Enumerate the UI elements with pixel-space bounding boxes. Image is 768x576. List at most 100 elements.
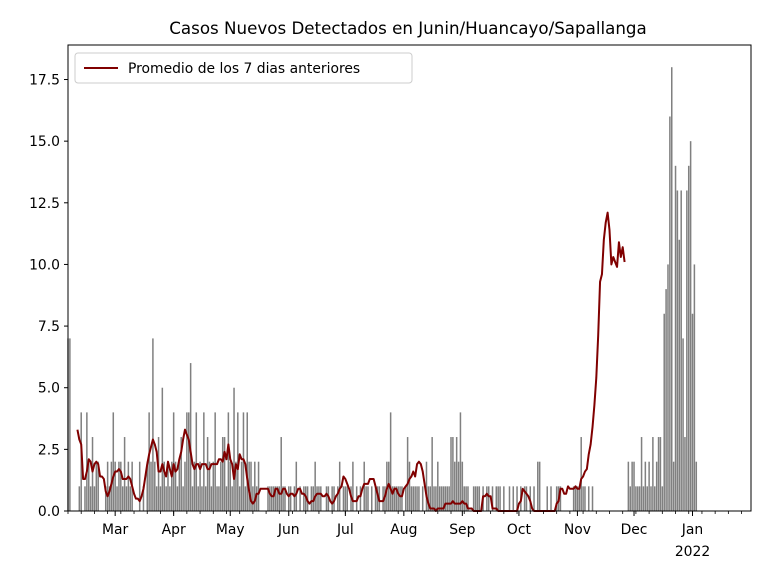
bar [252, 486, 254, 511]
bar [691, 313, 694, 511]
bar [78, 486, 81, 511]
bar [238, 486, 241, 511]
bar [435, 486, 437, 511]
bar [221, 437, 224, 511]
bar [533, 486, 535, 511]
bar [287, 486, 290, 511]
bar [648, 461, 650, 511]
bar [178, 461, 181, 511]
bar [246, 412, 248, 511]
bar [89, 486, 92, 511]
bar [389, 412, 392, 511]
bar [525, 486, 528, 511]
bar [559, 486, 562, 511]
bar [269, 486, 271, 511]
bars-group [67, 67, 698, 511]
bar [121, 486, 124, 511]
bar [665, 289, 667, 511]
bar [640, 437, 643, 511]
bar [274, 486, 277, 511]
bar [629, 486, 631, 511]
bar [555, 486, 558, 511]
bar [184, 461, 186, 511]
bar [112, 412, 115, 511]
bar [165, 486, 167, 511]
bar [448, 486, 450, 511]
bar [150, 461, 152, 511]
y-tick-label: 2.5 [38, 442, 60, 458]
bar [120, 461, 122, 511]
bar [342, 486, 345, 511]
bar [159, 486, 162, 511]
x-axis: Mar Apr May Jun Jul Aug Sep Oct Nov Dec Jan 2022 [67, 511, 742, 560]
bar [172, 412, 175, 511]
bar [508, 486, 511, 511]
bar [154, 461, 156, 511]
bar [667, 264, 669, 511]
bar [108, 486, 111, 511]
bar [146, 461, 148, 511]
bar [410, 486, 413, 511]
bar [476, 486, 479, 511]
bar [684, 437, 686, 511]
bar [440, 486, 443, 511]
bar [197, 486, 199, 511]
bar [429, 486, 432, 511]
bar [416, 486, 418, 511]
bar [314, 461, 316, 511]
bar [293, 486, 296, 511]
bar [491, 486, 494, 511]
bar [537, 461, 539, 511]
bar [572, 486, 575, 511]
bar [229, 461, 232, 511]
line-group [76, 211, 626, 512]
bar [655, 461, 658, 511]
bar [676, 190, 679, 511]
bar [635, 486, 637, 511]
bar [374, 486, 377, 511]
bar [689, 141, 692, 511]
bar [393, 486, 396, 511]
bar [195, 412, 198, 511]
x-tick-label: Sep [449, 522, 475, 538]
bar [367, 486, 369, 511]
bar [461, 461, 464, 511]
bar [678, 239, 681, 511]
bar [546, 486, 548, 511]
bar [395, 486, 398, 511]
bar [654, 486, 656, 511]
bar [176, 486, 179, 511]
bar [538, 461, 541, 511]
bar [499, 486, 501, 511]
bar [203, 412, 205, 511]
bar [220, 461, 222, 511]
bar [633, 461, 635, 511]
bar [142, 486, 145, 511]
bar [391, 486, 394, 511]
bar [550, 486, 552, 511]
bar [95, 461, 98, 511]
y-tick-label: 5.0 [38, 381, 60, 397]
bar [182, 486, 184, 511]
bar [223, 437, 226, 511]
bar [682, 338, 684, 511]
bar [487, 486, 490, 511]
bar [204, 486, 207, 511]
bar [201, 486, 203, 511]
bar [631, 461, 633, 511]
bar [425, 461, 428, 511]
bar [233, 387, 235, 511]
bar [152, 338, 154, 511]
bar [255, 486, 258, 511]
bar [650, 486, 652, 511]
plot-area [67, 44, 752, 512]
bar [276, 486, 279, 511]
bar [371, 486, 373, 511]
bar [114, 461, 116, 511]
axes-frame [67, 44, 752, 512]
bar [580, 437, 582, 511]
bar [186, 412, 188, 511]
bar [116, 486, 118, 511]
bar [444, 486, 447, 511]
bar [638, 486, 641, 511]
